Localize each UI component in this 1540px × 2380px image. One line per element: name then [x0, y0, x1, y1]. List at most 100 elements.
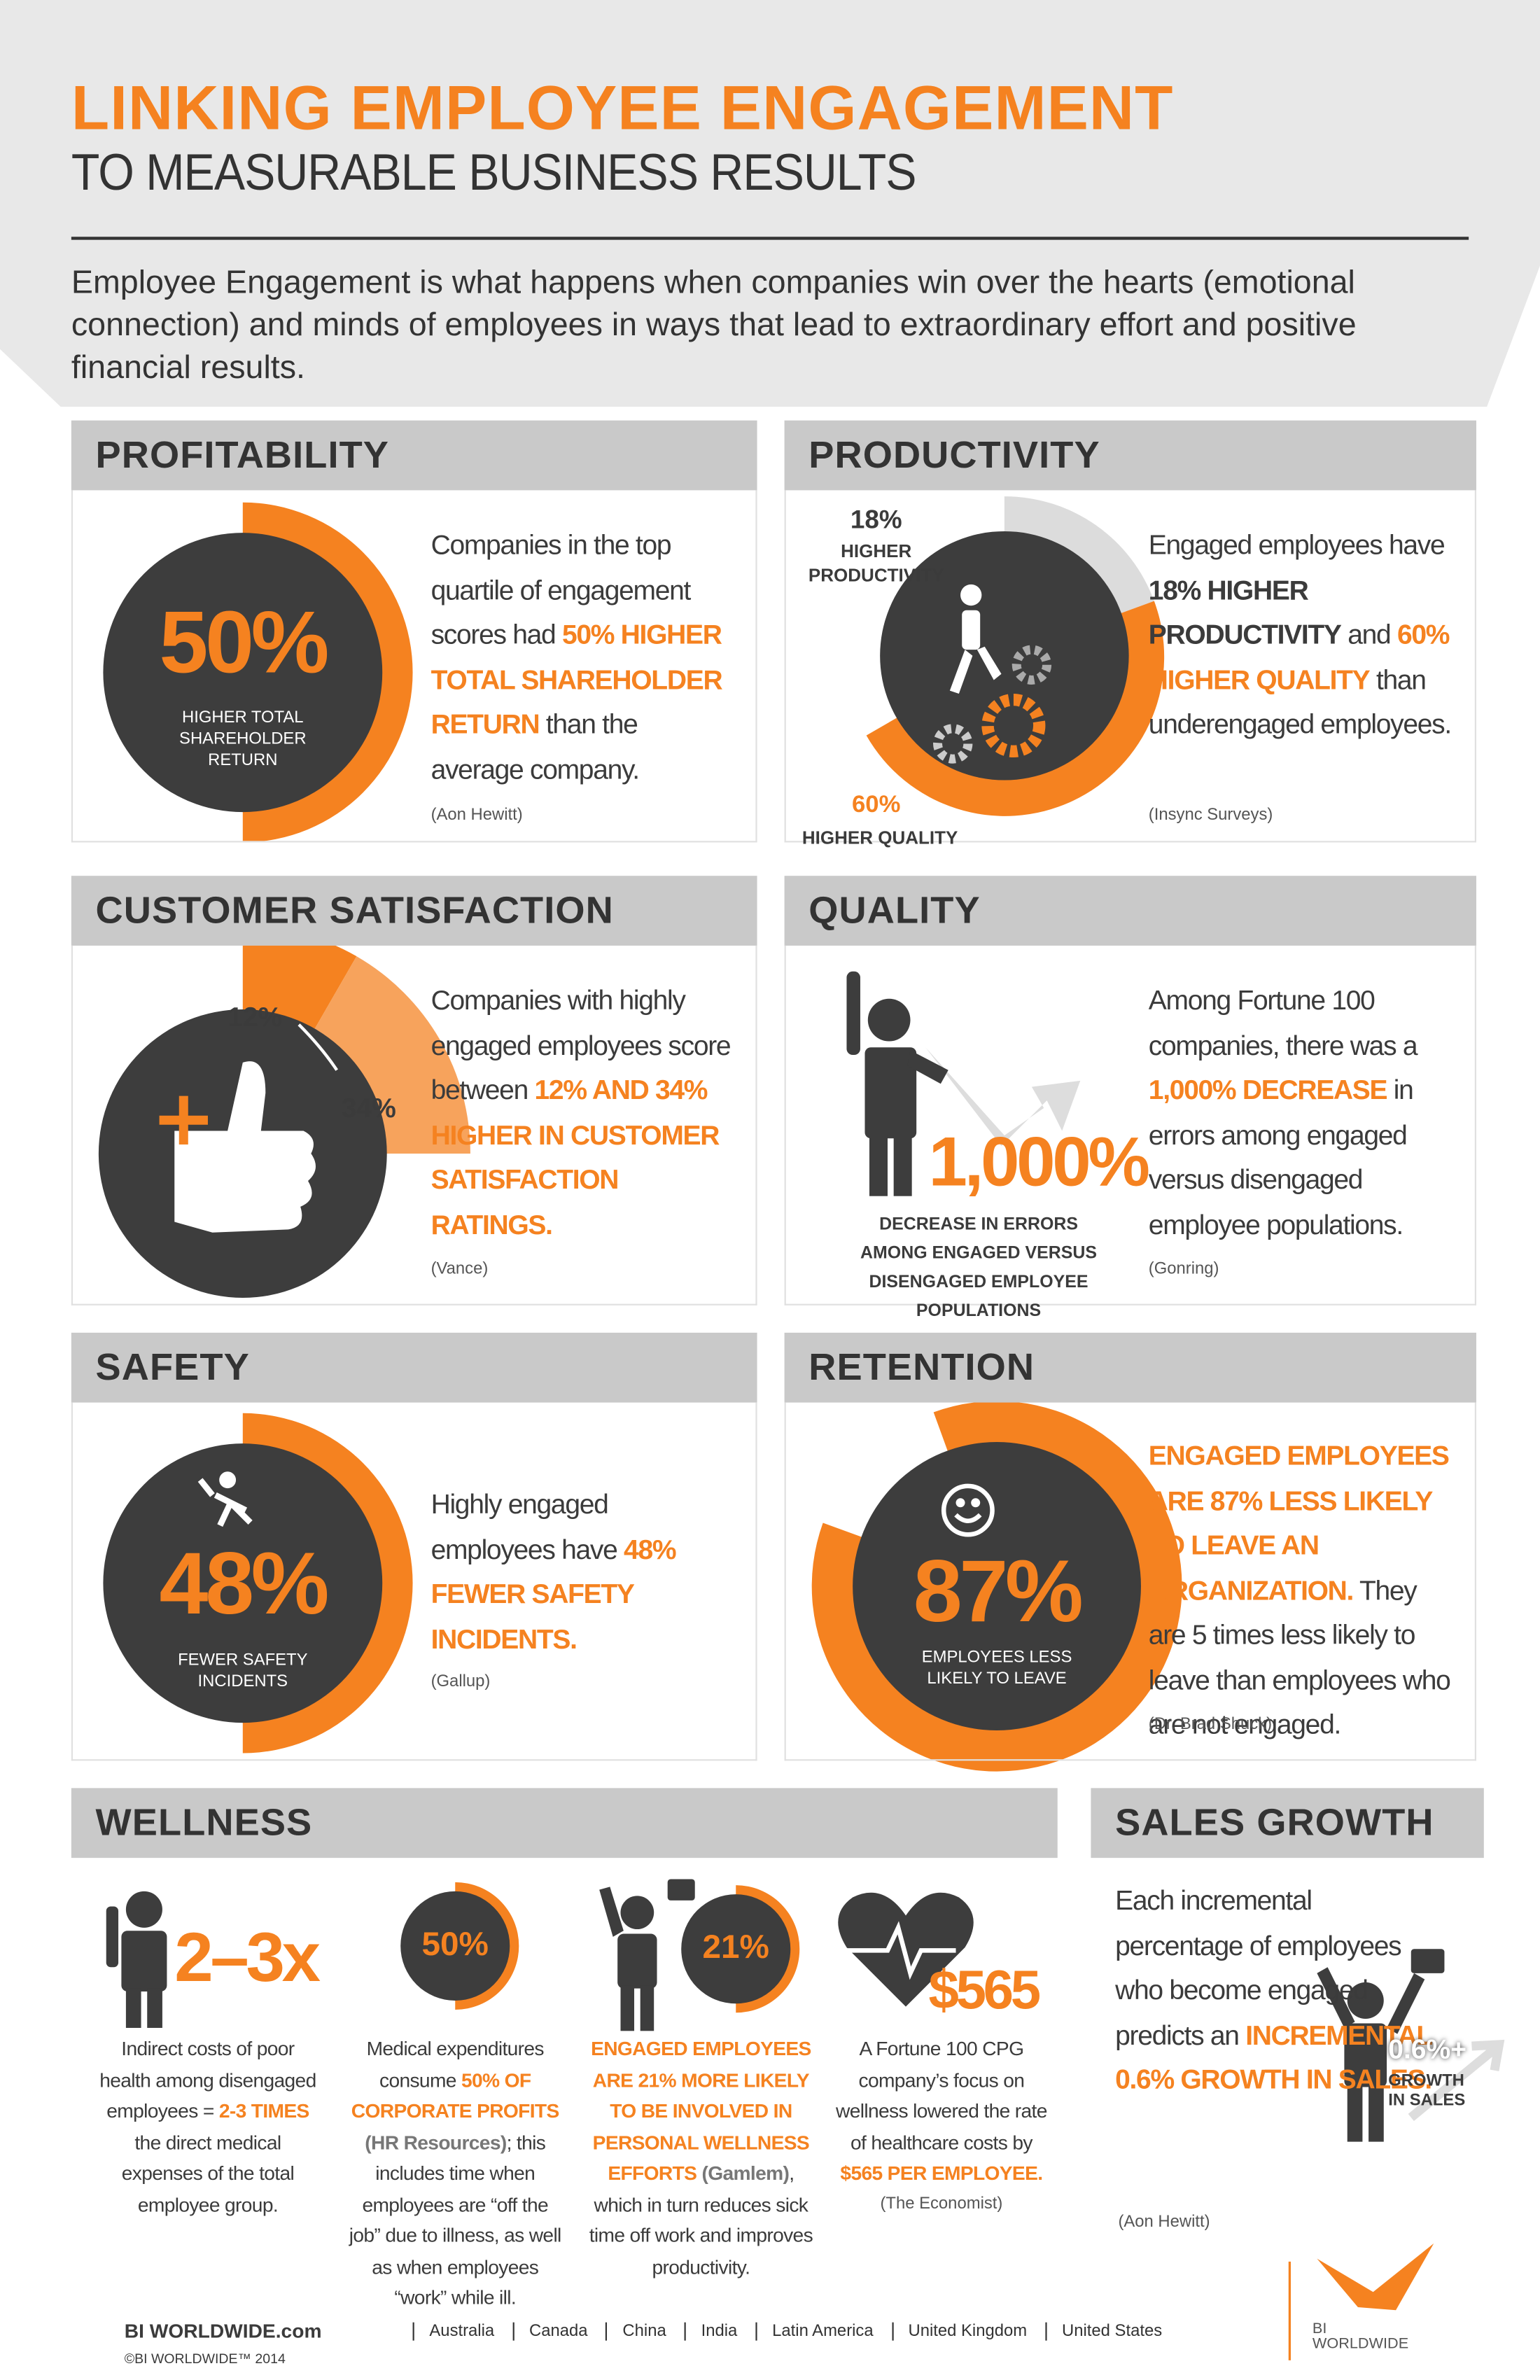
body-text: ENGAGED EMPLOYEES ARE 21% MORE LIKELY TO…	[589, 2034, 813, 2283]
figure: 34%	[341, 1093, 396, 1124]
section-heading: CUSTOMER SATISFACTION	[71, 876, 757, 946]
person-icon	[599, 1879, 695, 2031]
section-heading: WELLNESS	[71, 1788, 1058, 1858]
highlight: ENGAGED EMPLOYEES ARE 21% MORE LIKELY TO…	[591, 2036, 811, 2185]
section-heading: PROFITABILITY	[71, 420, 757, 491]
circle	[880, 531, 1129, 780]
body-text: Indirect costs of poor health among dise…	[94, 2034, 321, 2221]
figure: 12%	[227, 1002, 283, 1032]
text-run: Each incremental percentage of employees…	[1115, 1885, 1402, 2050]
text-run: ; this includes time when employees are …	[349, 2130, 562, 2309]
highlight: 12% AND 34% HIGHER IN CUSTOMER SATISFACT…	[430, 1074, 720, 1240]
body-text: ENGAGED EMPLOYEES ARE 87% LESS LIKELY TO…	[1149, 1434, 1460, 1748]
text-run: They are 5 times less likely to leave th…	[1148, 1574, 1451, 1740]
figure-label: DECREASE IN ERRORS AMONG ENGAGED VERSUS …	[860, 1215, 1098, 1321]
body-text: Companies with highly engaged employees …	[431, 979, 735, 1248]
text-run: Indirect costs of poor health among dise…	[99, 2036, 316, 2122]
source: (Gonring)	[1148, 1259, 1219, 1278]
country: Australia	[412, 2322, 513, 2341]
section-heading: SALES GROWTH	[1091, 1788, 1484, 1858]
source: (Dr. Brad Shuck)	[1148, 1715, 1273, 1734]
country: China	[606, 2322, 685, 2341]
highlight: $565 PER EMPLOYEE.	[840, 2161, 1043, 2185]
figure: $565	[928, 1958, 1042, 2021]
country-list: Australia Canada China India Latin America Un…	[412, 2322, 1181, 2341]
body-text: Highly engaged employees have 48% FEWER …	[431, 1483, 704, 1662]
falling-icon	[197, 1471, 253, 1527]
arrow	[298, 1023, 338, 1071]
text-run: Engaged employees have	[1148, 529, 1446, 561]
figure-label: HIGHER QUALITY	[802, 827, 958, 849]
figure: 60%	[852, 792, 901, 818]
text-run: and	[1340, 619, 1397, 650]
figure: 50%	[421, 1924, 489, 1963]
arrow	[1408, 2039, 1505, 2121]
circle	[853, 1441, 1141, 1730]
country: United Kingdom	[891, 2322, 1046, 2341]
highlight: INCREMENTAL 0.6% GROWTH IN SALES.	[1115, 2019, 1432, 2095]
source: (Aon Hewitt)	[430, 806, 523, 825]
highlight: 1,000% DECREASE	[1148, 1074, 1388, 1105]
person-icon	[1317, 1949, 1445, 2142]
text-run: Companies with highly engaged employees …	[430, 985, 732, 1105]
source: (Insync Surveys)	[1148, 806, 1273, 825]
text-run: in errors among engaged versus disengage…	[1148, 1074, 1414, 1240]
figure-label: FEWER SAFETY INCIDENTS	[178, 1651, 308, 1691]
highlight: 18% HIGHER PRODUCTIVITY	[1148, 574, 1342, 650]
highlight: 60% HIGHER QUALITY	[1148, 619, 1450, 695]
section-box	[71, 945, 757, 1306]
highlight: 50% HIGHER TOTAL SHAREHOLDER RETURN	[430, 619, 723, 740]
source: (Gallup)	[430, 1672, 491, 1691]
figure: 48%	[159, 1534, 329, 1634]
section-heading: SAFETY	[71, 1332, 757, 1403]
text-run: Among Fortune 100 companies, there was a	[1148, 985, 1418, 1060]
intro: Employee Engagement is what happens when…	[71, 264, 1357, 386]
text-run: Medical expenditures consume	[366, 2036, 545, 2091]
highlight: 2-3 TIMES	[218, 2099, 309, 2122]
icon	[949, 584, 1002, 694]
circle	[400, 1891, 510, 2001]
section-heading: QUALITY	[784, 876, 1476, 946]
section-box	[784, 490, 1476, 843]
highlight: (Gamlem)	[701, 2161, 790, 2185]
text-run: , which in turn reduces sick time off wo…	[589, 2161, 813, 2278]
body-text: Each incremental percentage of employees…	[1115, 1879, 1441, 2103]
section-heading: RETENTION	[784, 1332, 1476, 1403]
logo-text: BI WORLDWIDE	[1312, 2320, 1409, 2353]
figure: 2–3x	[174, 1917, 321, 1996]
highlight: 50% OF CORPORATE PROFITS	[351, 2068, 559, 2122]
source: (Vance)	[430, 1259, 489, 1278]
source: (The Economist)	[880, 2194, 1003, 2213]
body-text: Among Fortune 100 companies, there was a…	[1149, 979, 1452, 1248]
copyright: ©BI WORLDWIDE™ 2014	[124, 2351, 286, 2367]
body-text: Medical expenditures consume 50% OF CORP…	[349, 2034, 562, 2314]
figure: 50%	[159, 593, 329, 692]
country: United States	[1045, 2322, 1180, 2341]
logo-mark	[1317, 2243, 1434, 2311]
text-run: Companies in the top quartile of engagem…	[430, 529, 692, 650]
thumb-icon	[174, 1061, 316, 1233]
plus-icon	[159, 1096, 208, 1144]
circle	[103, 533, 383, 813]
arrow-icon	[925, 1047, 1081, 1147]
text-run	[696, 2162, 701, 2185]
section-box	[784, 945, 1476, 1306]
figure: 18%	[850, 505, 902, 535]
figure-label: GROWTH IN SALES	[1388, 2071, 1466, 2110]
body-text: Companies in the top quartile of engagem…	[431, 524, 735, 792]
circle	[681, 1894, 791, 2004]
figure: 1,000%	[928, 1121, 1150, 1201]
text-run: than the average company.	[430, 708, 640, 784]
header-background	[0, 0, 1540, 407]
text-run: A Fortune 100 CPG company’s focus on wel…	[836, 2036, 1047, 2153]
figure-label: EMPLOYEES LESS LIKELY TO LEAVE	[921, 1648, 1072, 1688]
text-run: than underengaged employees.	[1148, 664, 1452, 740]
figure: 0.6%+	[1388, 2033, 1466, 2065]
highlight: (HR Resources)	[365, 2130, 507, 2153]
source: (Aon Hewitt)	[1118, 2213, 1210, 2232]
title: LINKING EMPLOYEE ENGAGEMENT	[71, 73, 1174, 143]
body-text: Engaged employees have 18% HIGHER PRODUC…	[1149, 524, 1452, 748]
country: Canada	[512, 2322, 606, 2341]
